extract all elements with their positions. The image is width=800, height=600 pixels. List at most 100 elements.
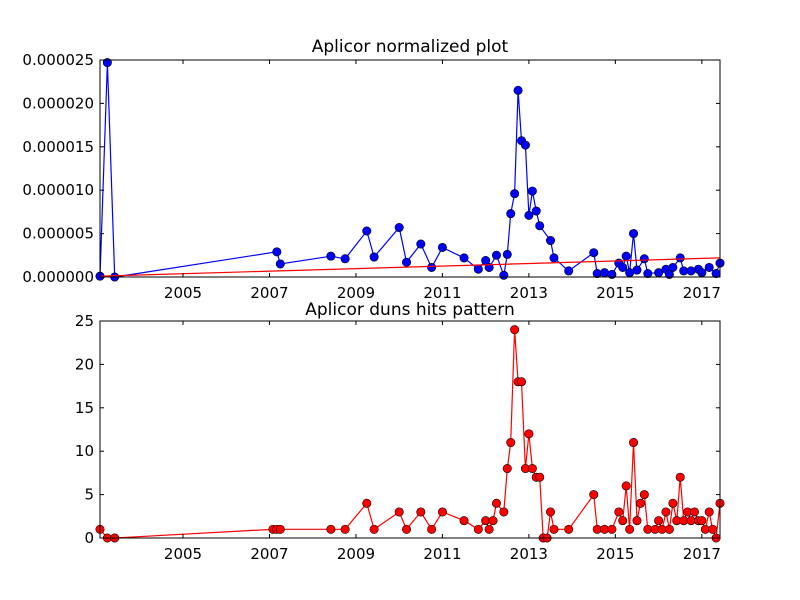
x-tick-label: 2011 [423,284,461,302]
data-point [527,464,537,474]
data-point [416,507,426,517]
duns-hits-panel: Aplicor duns hits pattern 2005 2007 2009 20… [75,300,725,563]
trend-line [99,257,721,277]
data-point [564,266,574,276]
data-point [510,189,520,199]
data-point [272,247,282,257]
data-point [600,268,610,278]
data-point [549,253,559,263]
data-point [654,516,664,526]
data-point [639,490,649,500]
data-point [664,524,674,534]
data-point [607,524,617,534]
data-point [499,270,509,280]
y-tick-label: 0.000010 [22,181,94,199]
data-point [639,254,649,264]
data-point [402,524,412,534]
normalized-plot-panel: Aplicor normalized plot 2005 2007 2009 2011… [22,37,725,302]
data-point [589,248,599,258]
data-point [506,438,516,448]
y-tick-label: 0.000005 [22,225,94,243]
y-tick-label: 10 [75,442,94,460]
data-point [499,507,509,517]
data-point [632,516,642,526]
y-tick-label: 0.000015 [22,138,94,156]
data-point [524,210,534,220]
y-tick-label: 25 [75,312,94,330]
data-point [643,269,653,279]
data-point [635,498,645,508]
data-point [473,264,483,274]
data-point [402,257,412,267]
data-point [697,516,707,526]
data-point [520,140,530,150]
data-point [625,524,635,534]
data-point [427,524,437,534]
data-point [437,507,447,517]
data-point [491,498,501,508]
x-tick-label: 2015 [596,284,634,302]
data-point [340,524,350,534]
data-point [675,253,685,263]
data-point [362,498,372,508]
chart-title: Aplicor normalized plot [312,37,509,57]
data-point [704,507,714,517]
data-point [668,498,678,508]
data-point [340,254,350,264]
data-point [473,524,483,534]
x-tick-label: 2007 [250,284,288,302]
tick-layer: 2005 2007 2009 2011 2013 2015 2017 0 5 10 15 20 25 [75,312,721,563]
data-point [629,229,639,239]
data-point [510,325,520,335]
x-tick-label: 2013 [510,545,548,563]
data-point [614,507,624,517]
y-tick-label: 0.000025 [22,51,94,69]
data-point [618,262,628,272]
data-point [369,252,379,262]
data-point [607,269,617,279]
chart-title: Aplicor duns hits pattern [305,300,515,320]
data-point [517,377,527,387]
plot-frame [99,59,721,278]
y-tick-label: 0.000020 [22,94,94,112]
x-tick-label: 2009 [337,284,375,302]
data-point [621,251,631,261]
series-line [99,329,721,539]
data-point [661,507,671,517]
data-point [491,250,501,260]
data-point [326,524,336,534]
data-point [394,223,404,233]
data-point [275,524,285,534]
data-point [629,438,639,448]
data-point [369,524,379,534]
x-tick-label: 2009 [337,545,375,563]
x-tick-label: 2005 [164,545,202,563]
y-tick-label: 0 [84,529,94,547]
x-tick-label: 2007 [250,545,288,563]
y-tick-label: 15 [75,399,94,417]
x-tick-label: 2017 [683,284,721,302]
data-point [632,265,642,275]
data-point [102,58,112,68]
data-point [589,490,599,500]
data-point [535,472,545,482]
data-point [513,85,523,95]
data-point [326,251,336,261]
data-point [527,186,537,196]
data-point [459,253,469,263]
data-point [394,507,404,517]
data-point [621,481,631,491]
series-line [99,62,721,278]
series-layer [95,58,725,282]
data-point [488,516,498,526]
series-layer [95,325,725,543]
data-point [531,206,541,216]
y-tick-label: 0.000000 [22,268,94,286]
y-tick-label: 20 [75,355,94,373]
x-tick-label: 2015 [596,545,634,563]
data-point [711,269,721,279]
data-point [484,524,494,534]
data-point [535,221,545,231]
data-point [675,472,685,482]
